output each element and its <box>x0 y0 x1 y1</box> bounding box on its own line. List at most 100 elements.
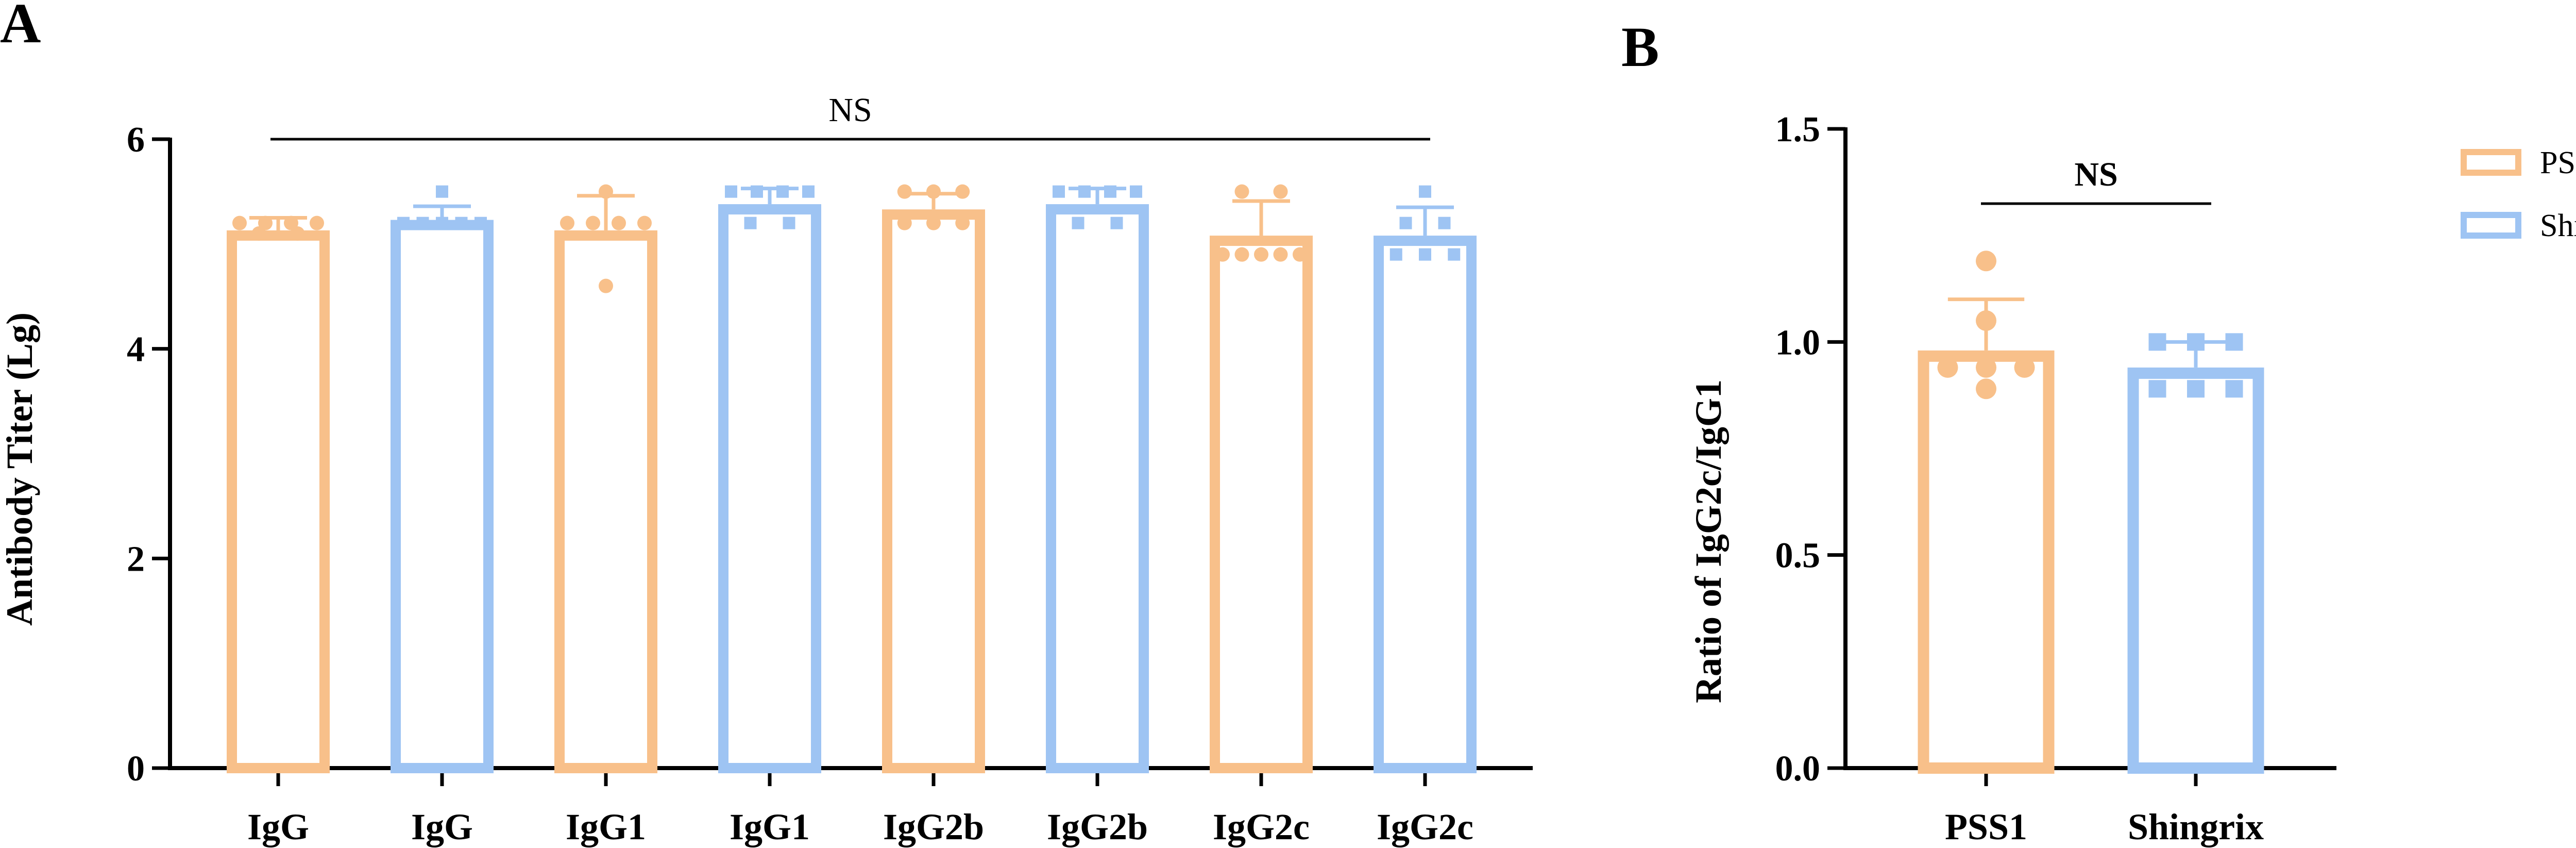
panel-a-y-axis-title: Antibody Titer (Lg) <box>0 312 40 626</box>
y-tick-label: 6 <box>127 120 145 160</box>
data-point <box>637 215 652 230</box>
data-point <box>436 185 448 198</box>
data-point <box>783 217 795 229</box>
data-point <box>1234 247 1249 262</box>
panel-b-significance-label: NS <box>2074 156 2117 193</box>
y-tick-label: 2 <box>127 539 145 579</box>
bar <box>882 209 985 774</box>
data-point <box>1438 217 1451 229</box>
data-point <box>1273 184 1288 199</box>
data-point <box>1937 357 1958 378</box>
data-point <box>725 185 737 198</box>
data-point <box>416 217 429 229</box>
data-point <box>1976 251 1996 272</box>
category-label: IgG2b <box>1047 806 1148 847</box>
data-point <box>926 215 941 230</box>
panel-a-letter: A <box>0 0 41 55</box>
panel-b-y-axis-title: Ratio of IgG2c/IgG1 <box>1688 379 1729 703</box>
y-tick-label: 0 <box>127 749 145 789</box>
data-point <box>955 184 970 199</box>
y-tick-label: 0.0 <box>1775 749 1821 789</box>
data-point <box>744 217 757 229</box>
legend-entry-pss1: PSS1 <box>2461 145 2576 180</box>
category-label: IgG2c <box>1213 806 1310 847</box>
bar <box>1046 204 1149 774</box>
category-label: IgG <box>411 806 473 847</box>
legend-swatch-pss1 <box>2461 149 2521 176</box>
panel-a-category-labels: IgG IgG IgG1 IgG1 IgG2b IgG2b IgG2c IgG2c <box>247 806 1473 847</box>
category-label: Shingrix <box>2128 806 2264 847</box>
data-point <box>1215 247 1230 262</box>
data-point <box>1399 217 1412 229</box>
bar <box>1918 350 2055 774</box>
data-point <box>599 278 613 293</box>
bar <box>1210 236 1313 774</box>
legend-label-shingrix: Shingrix <box>2540 208 2576 243</box>
data-point <box>1254 247 1268 262</box>
panel-a-chart: A 0 2 4 6 IgG IgG IgG1 IgG1 IgG2b IgG2b IgG2c IgG2… <box>0 0 1533 847</box>
data-point <box>1976 357 1996 378</box>
y-tick-label: 4 <box>127 330 145 370</box>
data-point <box>290 226 305 241</box>
data-point <box>897 215 912 230</box>
bar <box>554 230 657 773</box>
panel-a-error-bars <box>249 187 1454 236</box>
panel-b-chart: B 0.0 0.5 1.0 1.5 PSS1 Shingrix NS Ratio of … <box>1621 15 2336 847</box>
data-point <box>1110 217 1123 229</box>
data-point <box>455 217 468 229</box>
category-label: IgG1 <box>566 806 646 847</box>
legend-entry-shingrix: Shingrix <box>2461 208 2576 243</box>
data-point <box>2014 357 2035 378</box>
data-point <box>397 217 410 229</box>
data-point <box>560 215 574 230</box>
panel-a-axes: 0 2 4 6 <box>127 120 1533 789</box>
panel-b-category-labels: PSS1 Shingrix <box>1945 806 2264 847</box>
bar <box>1374 236 1477 774</box>
panel-b-points <box>1937 251 2243 400</box>
panel-a-significance: NS <box>270 91 1430 141</box>
category-label: IgG2c <box>1377 806 1473 847</box>
data-point <box>802 185 815 198</box>
y-tick-label: 1.0 <box>1775 323 1821 362</box>
panel-b-error-bars <box>1947 297 2234 368</box>
data-point <box>2187 380 2205 398</box>
panel-b-bars <box>1918 350 2264 774</box>
data-point <box>1293 247 1307 262</box>
data-point <box>1389 248 1402 261</box>
panel-a-bars <box>227 204 1477 774</box>
data-point <box>955 215 970 230</box>
category-label: IgG <box>247 806 309 847</box>
data-point <box>474 217 487 229</box>
y-tick-label: 0.5 <box>1775 536 1821 576</box>
bar <box>2127 367 2264 774</box>
data-point <box>1419 248 1431 261</box>
panel-a-significance-label: NS <box>828 91 872 129</box>
bar <box>227 230 330 773</box>
data-point <box>1976 378 1996 400</box>
panel-b-letter: B <box>1621 15 1659 78</box>
data-point <box>1053 185 1065 198</box>
category-label: PSS1 <box>1945 806 2027 847</box>
data-point <box>251 226 266 241</box>
data-point <box>310 215 324 230</box>
data-point <box>612 215 626 230</box>
data-point <box>1448 248 1461 261</box>
bar <box>718 204 821 774</box>
data-point <box>2225 380 2243 398</box>
data-point <box>1072 217 1084 229</box>
data-point <box>232 215 247 230</box>
data-point <box>1234 184 1249 199</box>
panel-a-points <box>232 184 1461 293</box>
category-label: IgG1 <box>730 806 810 847</box>
data-point <box>1419 185 1431 198</box>
data-point <box>1273 247 1288 262</box>
legend-label-pss1: PSS1 <box>2540 145 2576 180</box>
legend: PSS1 Shingrix <box>2461 145 2576 243</box>
data-point <box>2148 380 2166 398</box>
category-label: IgG2b <box>883 806 984 847</box>
y-tick-label: 1.5 <box>1775 110 1821 149</box>
data-point <box>897 184 912 199</box>
data-point <box>1130 185 1142 198</box>
bar <box>391 220 494 774</box>
